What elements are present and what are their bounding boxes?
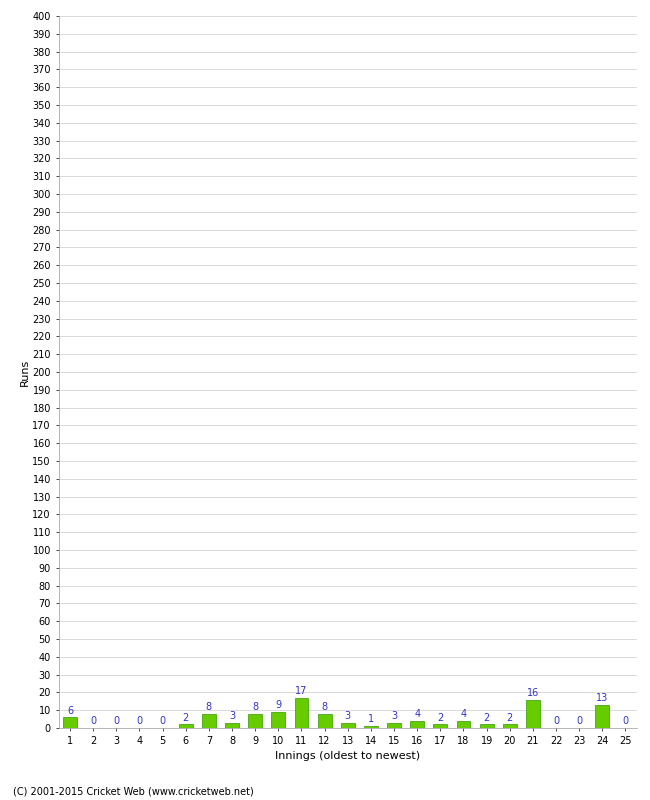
Bar (318, 714, 332, 728)
Text: 8: 8 (322, 702, 328, 712)
Bar (595, 705, 609, 728)
Text: 0: 0 (159, 716, 166, 726)
Text: (C) 2001-2015 Cricket Web (www.cricketweb.net): (C) 2001-2015 Cricket Web (www.cricketwe… (13, 786, 254, 796)
Text: 2: 2 (437, 713, 443, 722)
Bar (410, 721, 424, 728)
Text: 0: 0 (576, 716, 582, 726)
Text: 16: 16 (526, 688, 539, 698)
Text: 6: 6 (67, 706, 73, 715)
Text: 9: 9 (275, 700, 281, 710)
Text: 1: 1 (368, 714, 374, 725)
Text: 2: 2 (484, 713, 489, 722)
Text: 13: 13 (596, 693, 608, 703)
X-axis label: Innings (oldest to newest): Innings (oldest to newest) (275, 751, 421, 761)
Text: 0: 0 (90, 716, 96, 726)
Text: 0: 0 (553, 716, 559, 726)
Bar (294, 698, 308, 728)
Bar (503, 725, 517, 728)
Bar (364, 726, 378, 728)
Bar (202, 714, 216, 728)
Bar (456, 721, 471, 728)
Text: 8: 8 (252, 702, 258, 712)
Bar (63, 718, 77, 728)
Bar (526, 699, 540, 728)
Bar (387, 722, 401, 728)
Text: 17: 17 (295, 686, 307, 696)
Bar (434, 725, 447, 728)
Bar (225, 722, 239, 728)
Bar (480, 725, 493, 728)
Bar (272, 712, 285, 728)
Bar (248, 714, 262, 728)
Text: 2: 2 (506, 713, 513, 722)
Bar (179, 725, 192, 728)
Text: 3: 3 (344, 711, 351, 721)
Text: 0: 0 (113, 716, 120, 726)
Bar (341, 722, 355, 728)
Text: 4: 4 (414, 709, 421, 719)
Text: 2: 2 (183, 713, 189, 722)
Text: 0: 0 (622, 716, 629, 726)
Text: 3: 3 (391, 711, 397, 721)
Text: 4: 4 (460, 709, 467, 719)
Text: 3: 3 (229, 711, 235, 721)
Text: 8: 8 (206, 702, 212, 712)
Y-axis label: Runs: Runs (20, 358, 29, 386)
Text: 0: 0 (136, 716, 142, 726)
